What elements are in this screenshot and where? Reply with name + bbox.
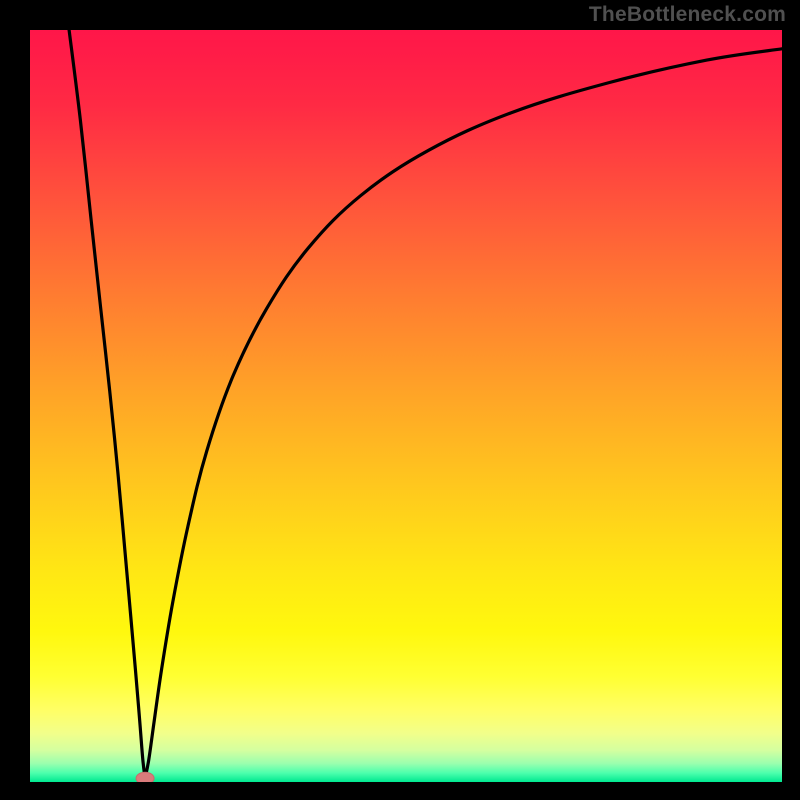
right-branch-curve	[145, 49, 782, 778]
minimum-marker	[136, 772, 154, 782]
plot-area	[30, 30, 782, 782]
chart-frame	[0, 0, 800, 800]
curve-layer	[30, 30, 782, 782]
left-branch-curve	[69, 30, 145, 778]
watermark-label: TheBottleneck.com	[589, 3, 786, 27]
